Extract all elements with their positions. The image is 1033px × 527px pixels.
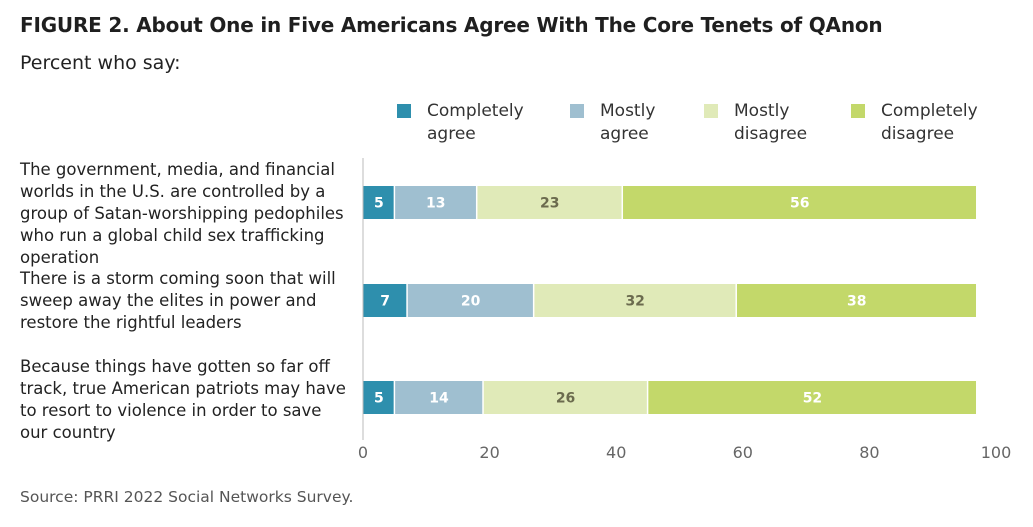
bar-mostly-disagree-row-3 xyxy=(483,381,647,414)
bar-value-label-mostly-agree-row-2: 20 xyxy=(461,294,481,310)
bar-mostly-disagree-row-1 xyxy=(477,186,622,219)
bar-value-label-mostly-disagree-row-1: 23 xyxy=(540,196,559,212)
row-label-satan-pedophiles: The government, media, and financial wor… xyxy=(20,160,344,267)
x-tick-label-80: 80 xyxy=(859,443,879,462)
legend-label-completely-agree: Completely agree xyxy=(427,101,524,144)
bar-completely-disagree-row-1 xyxy=(623,186,977,219)
legend-item-mostly-agree: Mostly agree xyxy=(570,100,670,146)
legend-item-completely-agree: Completely agree xyxy=(397,100,537,146)
x-tick-label-60: 60 xyxy=(733,443,753,462)
legend-label-completely-disagree: Completely disagree xyxy=(881,101,978,144)
bar-value-label-completely-disagree-row-3: 52 xyxy=(803,391,822,407)
x-tick-label-0: 0 xyxy=(358,443,368,462)
source-note: Source: PRRI 2022 Social Networks Survey… xyxy=(20,488,354,506)
bar-value-label-mostly-disagree-row-2: 32 xyxy=(625,294,644,310)
bar-value-label-mostly-agree-row-1: 13 xyxy=(426,196,445,212)
chart-legend: Completely agree Mostly agree Mostly dis… xyxy=(0,0,1033,150)
bar-value-label-completely-agree-row-2: 7 xyxy=(380,294,390,310)
x-tick-label-100: 100 xyxy=(981,443,1012,462)
bar-value-label-completely-agree-row-1: 5 xyxy=(374,196,384,212)
legend-item-mostly-disagree: Mostly disagree xyxy=(704,100,819,146)
legend-swatch-mostly-disagree xyxy=(704,104,718,118)
legend-item-completely-disagree: Completely disagree xyxy=(851,100,991,146)
bar-completely-agree-row-3 xyxy=(363,381,394,414)
row-label-storm-coming: There is a storm coming soon that will s… xyxy=(20,269,336,332)
figure-title: FIGURE 2. About One in Five Americans Ag… xyxy=(20,13,883,37)
legend-swatch-mostly-agree xyxy=(570,104,584,118)
bar-value-label-completely-agree-row-3: 5 xyxy=(374,391,384,407)
bar-value-label-mostly-agree-row-3: 14 xyxy=(429,391,449,407)
bar-completely-agree-row-2 xyxy=(363,284,407,317)
bar-value-label-mostly-disagree-row-3: 26 xyxy=(556,391,575,407)
row-label-patriots-violence: Because things have gotten so far off tr… xyxy=(20,357,346,442)
bar-completely-disagree-row-2 xyxy=(736,284,977,317)
x-tick-label-40: 40 xyxy=(606,443,626,462)
bar-mostly-disagree-row-2 xyxy=(534,284,736,317)
figure-subtitle: Percent who say: xyxy=(20,52,181,74)
bar-value-label-completely-disagree-row-1: 56 xyxy=(790,196,809,212)
bar-completely-disagree-row-3 xyxy=(648,381,977,414)
legend-swatch-completely-agree xyxy=(397,104,411,118)
x-tick-label-20: 20 xyxy=(479,443,499,462)
bar-mostly-agree-row-3 xyxy=(395,381,483,414)
legend-label-mostly-agree: Mostly agree xyxy=(600,101,656,144)
legend-swatch-completely-disagree xyxy=(851,104,865,118)
legend-label-mostly-disagree: Mostly disagree xyxy=(734,101,808,144)
bar-value-label-completely-disagree-row-2: 38 xyxy=(847,294,866,310)
bar-completely-agree-row-1 xyxy=(363,186,394,219)
bar-mostly-agree-row-2 xyxy=(407,284,533,317)
bar-mostly-agree-row-1 xyxy=(395,186,476,219)
